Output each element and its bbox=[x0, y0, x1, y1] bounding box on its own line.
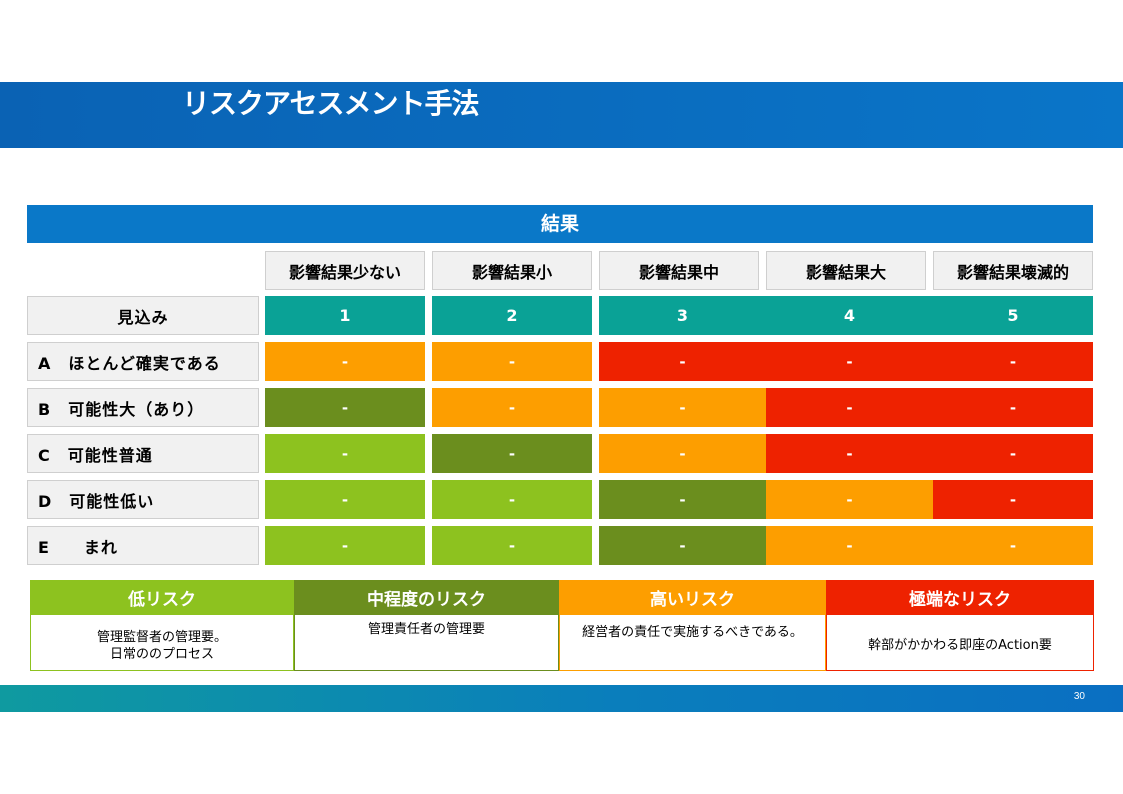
risk-cell-extreme: - bbox=[766, 434, 933, 473]
legend-description-line: 経営者の責任で実施するべきである。 bbox=[582, 625, 803, 640]
legend-description-moderate: 管理責任者の管理要 bbox=[294, 615, 559, 671]
risk-cell-extreme: - bbox=[933, 388, 1093, 427]
risk-cell-low: - bbox=[432, 480, 592, 519]
likelihood-row-label: A ほとんど確実である bbox=[27, 342, 259, 381]
risk-cell-extreme: - bbox=[766, 342, 933, 381]
risk-cell-high: - bbox=[599, 388, 766, 427]
legend-title-moderate: 中程度のリスク bbox=[294, 580, 559, 615]
impact-number-5: 5 bbox=[933, 296, 1093, 335]
legend-title-extreme: 極端なリスク bbox=[826, 580, 1094, 615]
likelihood-label: 見込み bbox=[27, 296, 259, 335]
risk-cell-moderate: - bbox=[599, 480, 766, 519]
risk-cell-high: - bbox=[933, 526, 1093, 565]
risk-cell-extreme: - bbox=[933, 434, 1093, 473]
legend-description-low: 管理監督者の管理要。 日常ののプロセス bbox=[30, 615, 294, 671]
risk-cell-moderate: - bbox=[599, 526, 766, 565]
column-header-1: 影響結果少ない bbox=[265, 251, 425, 290]
likelihood-row-label: C 可能性普通 bbox=[27, 434, 259, 473]
risk-cell-low: - bbox=[265, 434, 425, 473]
likelihood-row-label: D 可能性低い bbox=[27, 480, 259, 519]
legend-description-line: 日常ののプロセス bbox=[109, 647, 214, 662]
likelihood-row-label: E まれ bbox=[27, 526, 259, 565]
risk-cell-high: - bbox=[265, 342, 425, 381]
legend-description-extreme: 幹部がかかわる即座のAction要 bbox=[826, 615, 1094, 671]
risk-cell-extreme: - bbox=[933, 342, 1093, 381]
legend-title-high: 高いリスク bbox=[559, 580, 826, 615]
column-header-3: 影響結果中 bbox=[599, 251, 759, 290]
risk-cell-extreme: - bbox=[766, 388, 933, 427]
impact-number-4: 4 bbox=[766, 296, 933, 335]
risk-cell-low: - bbox=[265, 526, 425, 565]
legend-description-line: 幹部がかかわる即座のAction要 bbox=[868, 638, 1052, 653]
risk-cell-high: - bbox=[432, 342, 592, 381]
title-band bbox=[0, 82, 1123, 148]
page-number: 30 bbox=[1073, 691, 1085, 702]
risk-cell-moderate: - bbox=[265, 388, 425, 427]
risk-cell-high: - bbox=[766, 526, 933, 565]
impact-number-2: 2 bbox=[432, 296, 592, 335]
risk-cell-low: - bbox=[265, 480, 425, 519]
risk-cell-low: - bbox=[432, 526, 592, 565]
legend-description-line: 管理責任者の管理要 bbox=[367, 622, 485, 637]
impact-number-3: 3 bbox=[599, 296, 766, 335]
column-header-4: 影響結果大 bbox=[766, 251, 926, 290]
column-header-5: 影響結果壊滅的 bbox=[933, 251, 1093, 290]
risk-cell-moderate: - bbox=[432, 434, 592, 473]
legend-title-low: 低リスク bbox=[30, 580, 294, 615]
risk-cell-high: - bbox=[766, 480, 933, 519]
legend-description-high: 経営者の責任で実施するべきである。 bbox=[559, 615, 826, 671]
slide-title: リスクアセスメント手法 bbox=[182, 87, 479, 120]
legend-description-line: 管理監督者の管理要。 bbox=[96, 630, 227, 645]
column-header-2: 影響結果小 bbox=[432, 251, 592, 290]
matrix-result-header: 結果 bbox=[27, 205, 1093, 243]
risk-cell-extreme: - bbox=[599, 342, 766, 381]
risk-cell-high: - bbox=[432, 388, 592, 427]
risk-cell-extreme: - bbox=[933, 480, 1093, 519]
impact-number-1: 1 bbox=[265, 296, 425, 335]
footer-band bbox=[0, 685, 1123, 712]
likelihood-row-label: B 可能性大（あり） bbox=[27, 388, 259, 427]
risk-cell-high: - bbox=[599, 434, 766, 473]
